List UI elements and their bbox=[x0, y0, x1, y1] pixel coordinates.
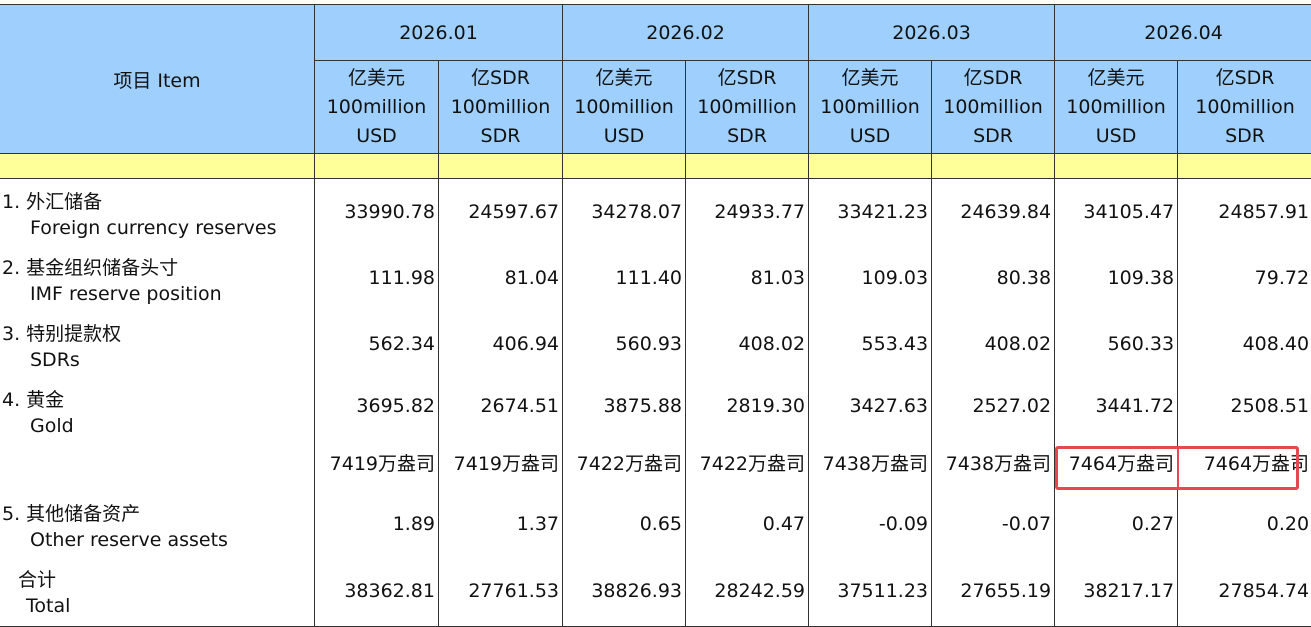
value-cell: 7419万盎司 bbox=[314, 434, 439, 491]
usd-unit-header: 亿美元 100million USD bbox=[562, 60, 687, 154]
spacer-cell bbox=[685, 153, 810, 179]
value-cell: 24857.91 bbox=[1177, 178, 1311, 245]
usd-unit-header: 亿美元 100million USD bbox=[1054, 60, 1179, 154]
spacer-cell bbox=[314, 153, 439, 179]
period-header: 2026.04 bbox=[1054, 4, 1311, 61]
sdr-unit-header: 亿SDR 100million SDR bbox=[1177, 60, 1311, 154]
value-cell: 38217.17 bbox=[1054, 556, 1179, 627]
row-item-label: 3. 特别提款权 SDRs bbox=[0, 310, 315, 377]
value-cell: 109.38 bbox=[1054, 244, 1179, 311]
value-cell: 0.20 bbox=[1177, 490, 1311, 557]
reserves-table: 项目 Item 2026.01 2026.02 2026.03 2026.04 … bbox=[0, 4, 1311, 627]
value-cell: 1.89 bbox=[314, 490, 439, 557]
value-cell: 111.40 bbox=[562, 244, 687, 311]
spacer-cell bbox=[562, 153, 687, 179]
value-cell: 2508.51 bbox=[1177, 376, 1311, 435]
header-period-row: 项目 Item 2026.01 2026.02 2026.03 2026.04 bbox=[0, 4, 1311, 154]
value-cell: 7419万盎司 bbox=[437, 434, 564, 491]
spacer-cell bbox=[0, 153, 315, 179]
period-header: 2026.03 bbox=[808, 4, 1056, 61]
value-cell: -0.07 bbox=[931, 490, 1056, 557]
value-cell: 38826.93 bbox=[562, 556, 687, 627]
sdr-unit-header: 亿SDR 100million SDR bbox=[931, 60, 1056, 154]
value-cell: 80.38 bbox=[931, 244, 1056, 311]
value-cell: 81.04 bbox=[437, 244, 564, 311]
gold-ounces-row: 7419万盎司 7419万盎司 7422万盎司 7422万盎司 7438万盎司 … bbox=[0, 434, 1311, 491]
value-cell: 406.94 bbox=[437, 310, 564, 377]
table-row: 1. 外汇储备 Foreign currency reserves 33990.7… bbox=[0, 178, 1311, 245]
period-header: 2026.02 bbox=[562, 4, 810, 61]
value-cell: 24639.84 bbox=[931, 178, 1056, 245]
value-cell: 3427.63 bbox=[808, 376, 933, 435]
value-cell: 560.93 bbox=[562, 310, 687, 377]
value-cell: 0.47 bbox=[685, 490, 810, 557]
value-cell: 7422万盎司 bbox=[685, 434, 810, 491]
value-cell: 37511.23 bbox=[808, 556, 933, 627]
table-row: 5. 其他储备资产 Other reserve assets 1.89 1.37 … bbox=[0, 490, 1311, 557]
value-cell: 3875.88 bbox=[562, 376, 687, 435]
period-header: 2026.01 bbox=[313, 4, 564, 61]
value-cell: 408.02 bbox=[931, 310, 1056, 377]
value-cell: 0.65 bbox=[562, 490, 687, 557]
value-cell: 81.03 bbox=[685, 244, 810, 311]
value-cell: 7422万盎司 bbox=[562, 434, 687, 491]
sdr-unit-header: 亿SDR 100million SDR bbox=[437, 60, 564, 154]
value-cell: 34105.47 bbox=[1054, 178, 1179, 245]
value-cell: 7438万盎司 bbox=[808, 434, 933, 491]
value-cell: 7438万盎司 bbox=[931, 434, 1056, 491]
spacer-cell bbox=[437, 153, 564, 179]
spacer-cell bbox=[1177, 153, 1311, 179]
value-cell: 33990.78 bbox=[314, 178, 439, 245]
value-cell: 1.37 bbox=[437, 490, 564, 557]
value-cell: 27655.19 bbox=[931, 556, 1056, 627]
value-cell: 28242.59 bbox=[685, 556, 810, 627]
row-item-label: 合计 Total bbox=[0, 556, 315, 627]
total-row: 合计 Total 38362.81 27761.53 38826.93 28242… bbox=[0, 556, 1311, 627]
value-cell: 27761.53 bbox=[437, 556, 564, 627]
value-cell: 408.02 bbox=[685, 310, 810, 377]
item-header: 项目 Item bbox=[0, 4, 315, 154]
value-cell: 109.03 bbox=[808, 244, 933, 311]
usd-unit-header: 亿美元 100million USD bbox=[808, 60, 933, 154]
value-cell: -0.09 bbox=[808, 490, 933, 557]
row-item-label bbox=[0, 434, 315, 491]
value-cell: 79.72 bbox=[1177, 244, 1311, 311]
value-cell: 33421.23 bbox=[808, 178, 933, 245]
value-cell: 34278.07 bbox=[562, 178, 687, 245]
value-cell: 3441.72 bbox=[1054, 376, 1179, 435]
spacer-cell bbox=[808, 153, 933, 179]
value-cell: 0.27 bbox=[1054, 490, 1179, 557]
value-cell: 24597.67 bbox=[437, 178, 564, 245]
header-unit-row: 亿美元 100million USD 亿SDR 100million SDR 亿美元 10… bbox=[0, 60, 1311, 154]
table-row: 2. 基金组织储备头寸 IMF reserve position 111.98 8… bbox=[0, 244, 1311, 311]
spacer-cell bbox=[931, 153, 1056, 179]
value-cell: 111.98 bbox=[314, 244, 439, 311]
row-item-label: 1. 外汇储备 Foreign currency reserves bbox=[0, 178, 315, 245]
value-cell: 3695.82 bbox=[314, 376, 439, 435]
value-cell: 38362.81 bbox=[314, 556, 439, 627]
sdr-unit-header: 亿SDR 100million SDR bbox=[685, 60, 810, 154]
row-item-label: 4. 黄金 Gold bbox=[0, 376, 315, 435]
value-cell: 27854.74 bbox=[1177, 556, 1311, 627]
value-cell: 2674.51 bbox=[437, 376, 564, 435]
spacer-cell bbox=[1054, 153, 1179, 179]
row-item-label: 2. 基金组织储备头寸 IMF reserve position bbox=[0, 244, 315, 311]
value-cell highlighted-cell: 7464万盎司 bbox=[1054, 434, 1179, 491]
table-row: 3. 特别提款权 SDRs 562.34 406.94 560.93 408.02… bbox=[0, 310, 1311, 377]
spacer-row bbox=[0, 153, 1311, 179]
value-cell: 2819.30 bbox=[685, 376, 810, 435]
value-cell: 2527.02 bbox=[931, 376, 1056, 435]
value-cell highlighted-cell: 7464万盎司 bbox=[1177, 434, 1311, 491]
value-cell: 553.43 bbox=[808, 310, 933, 377]
row-item-label: 5. 其他储备资产 Other reserve assets bbox=[0, 490, 315, 557]
value-cell: 562.34 bbox=[314, 310, 439, 377]
value-cell: 24933.77 bbox=[685, 178, 810, 245]
table-row: 4. 黄金 Gold 3695.82 2674.51 3875.88 2819.3… bbox=[0, 376, 1311, 435]
value-cell: 560.33 bbox=[1054, 310, 1179, 377]
value-cell: 408.40 bbox=[1177, 310, 1311, 377]
usd-unit-header: 亿美元 100million USD bbox=[314, 60, 439, 154]
